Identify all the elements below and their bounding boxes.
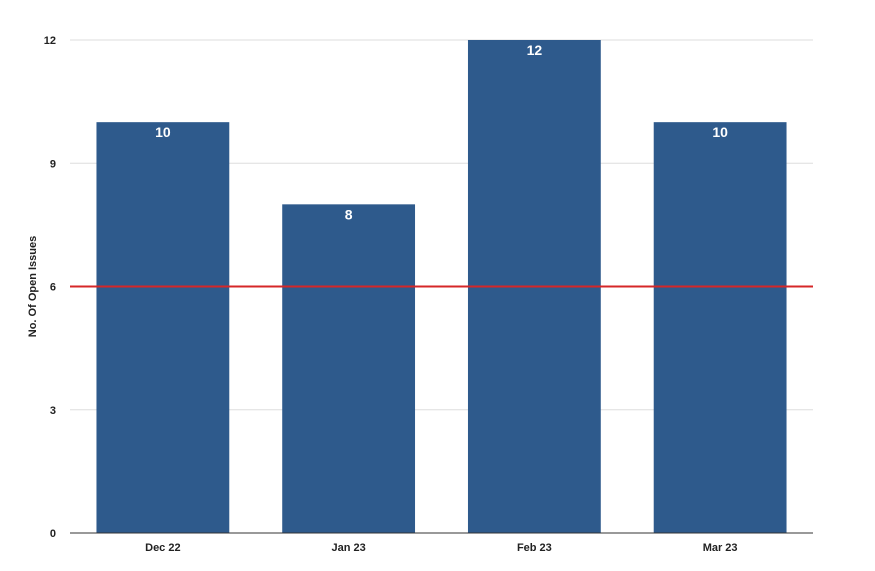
x-tick-label: Mar 23 bbox=[703, 542, 738, 554]
bar-jan-23 bbox=[282, 204, 416, 534]
y-tick-label: 9 bbox=[50, 158, 56, 170]
x-axis-ticks: Dec 22 Jan 23 Feb 23 Mar 23 bbox=[145, 542, 737, 554]
y-tick-label: 0 bbox=[50, 528, 56, 540]
bar-mar-23 bbox=[653, 122, 787, 534]
data-label: 10 bbox=[712, 124, 728, 140]
y-axis-ticks: 0 3 6 9 12 bbox=[44, 35, 56, 540]
data-labels: 10 8 12 10 bbox=[155, 42, 728, 222]
x-tick-label: Feb 23 bbox=[517, 542, 552, 554]
x-tick-label: Jan 23 bbox=[332, 542, 366, 554]
data-label: 12 bbox=[527, 42, 543, 58]
y-tick-label: 12 bbox=[44, 35, 56, 47]
y-tick-label: 6 bbox=[50, 282, 56, 294]
x-tick-label: Dec 22 bbox=[145, 542, 180, 554]
y-axis-title: No. Of Open Issues bbox=[27, 236, 39, 337]
data-label: 10 bbox=[155, 124, 171, 140]
bar-dec-22 bbox=[96, 122, 230, 534]
y-tick-label: 3 bbox=[50, 405, 56, 417]
data-label: 8 bbox=[345, 206, 353, 222]
